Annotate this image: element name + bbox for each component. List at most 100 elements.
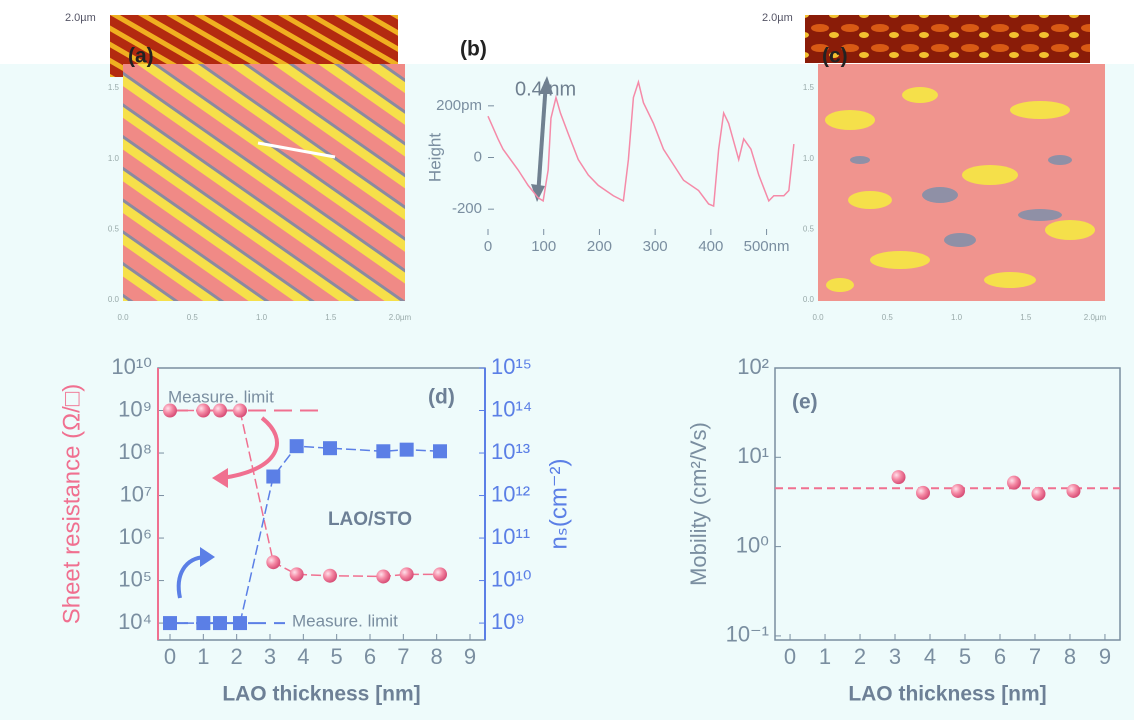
x-tick-label: 1 [819, 644, 831, 669]
x-axis-label: LAO thickness [nm] [222, 683, 420, 706]
x-tick-label: 4 [924, 644, 936, 669]
x-tick-label: 2 [231, 644, 243, 669]
marker [266, 555, 281, 570]
y-tick-label: 10⁶ [118, 524, 152, 549]
x-tick-label: 1.5 [1020, 313, 1032, 322]
x-tick-label: 6 [994, 644, 1006, 669]
marker [323, 568, 337, 583]
marker [196, 616, 211, 631]
y-tick-label: 1.5 [108, 83, 120, 92]
y-tick-label: 10⁰ [736, 532, 769, 557]
y-tick-label: 10⁷ [120, 481, 152, 506]
marker [289, 439, 304, 454]
y-tick-label: 10⁴ [118, 609, 152, 634]
y-tick-label: 1.0 [108, 154, 120, 163]
arrow-head [539, 76, 553, 94]
marker [376, 569, 391, 584]
x-tick-label: 1.0 [256, 313, 268, 322]
annotation: Measure. limit [168, 387, 274, 406]
y-tick-label: 1.0 [803, 154, 815, 163]
marker [196, 403, 211, 418]
series-line [170, 409, 440, 578]
y2-tick-label: 10¹² [491, 481, 530, 506]
y2-tick-label: 10¹⁴ [491, 396, 532, 421]
x-tick-label: 300 [643, 238, 668, 255]
marker [163, 403, 177, 418]
y2-tick-label: 10¹³ [491, 439, 530, 464]
x-tick-label: 200 [587, 238, 612, 255]
y-tick-label: 10⁸ [118, 439, 152, 464]
x-tick-label: 0 [784, 644, 796, 669]
x-tick-label: 2 [854, 644, 866, 669]
marker [891, 470, 906, 485]
x-tick-label: 400 [698, 238, 723, 255]
y-tick-label: 0.0 [803, 295, 815, 304]
marker [433, 567, 447, 582]
afm-strip [805, 15, 1090, 63]
arrow-head [212, 468, 228, 488]
x-tick-label: 6 [364, 644, 376, 669]
x-tick-label: 7 [1029, 644, 1041, 669]
marker [323, 441, 337, 456]
y-tick-label: 0.5 [803, 224, 815, 233]
y2-tick-label: 10¹⁰ [491, 566, 532, 591]
x-tick-label: 9 [1099, 644, 1111, 669]
x-tick-label: 0.0 [117, 313, 129, 322]
y-axis-label: Sheet resistance (Ω/□) [58, 384, 85, 625]
x-axis-label: LAO thickness [nm] [848, 683, 1046, 706]
afm-image [123, 64, 405, 301]
x-tick-label: 5 [959, 644, 971, 669]
marker [433, 444, 447, 459]
marker [399, 442, 414, 457]
y-tick-label: 10¹ [737, 443, 769, 468]
x-tick-label: 500nm [744, 238, 790, 255]
x-tick-label: 3 [264, 644, 276, 669]
x-tick-label: 9 [464, 644, 476, 669]
x-tick-label: 5 [331, 644, 343, 669]
marker [399, 567, 414, 582]
annotation: Measure. limit [292, 611, 398, 630]
panel-label: (e) [792, 391, 818, 414]
y-tick-label: 200pm [436, 97, 482, 114]
x-tick-label: 1.5 [325, 313, 337, 322]
x-tick-label: 7 [397, 644, 409, 669]
scale-label: 2.0µm [65, 12, 96, 24]
afm-features [825, 87, 1095, 292]
marker [289, 567, 304, 582]
marker [1031, 486, 1046, 501]
marker [233, 616, 247, 631]
arrow-head [200, 547, 215, 567]
y2-tick-label: 10⁹ [491, 609, 525, 634]
marker [213, 616, 227, 631]
afm-image [818, 64, 1105, 301]
y2-axis-label: nₛ(cm⁻²) [545, 459, 572, 550]
x-tick-label: 1 [197, 644, 209, 669]
y-tick-label: 10⁵ [118, 566, 152, 591]
x-tick-label: 0 [484, 238, 492, 255]
height-arrow [536, 81, 548, 197]
annotation: LAO/STO [328, 509, 412, 530]
marker [266, 469, 281, 484]
y-tick-label: 10² [737, 354, 769, 379]
y-tick-label: 1.5 [803, 83, 815, 92]
x-tick-label: 8 [1064, 644, 1076, 669]
marker [376, 444, 391, 459]
x-tick-label: 0 [164, 644, 176, 669]
y-tick-label: 0.5 [108, 224, 120, 233]
y-axis-label: Height [425, 133, 444, 182]
y-axis-label: Mobility (cm²/Vs) [686, 422, 711, 586]
x-tick-label: 1.0 [951, 313, 963, 322]
y2-tick-label: 10¹¹ [491, 524, 530, 549]
arrow-head [531, 184, 545, 202]
marker [916, 485, 931, 500]
x-tick-label: 8 [431, 644, 443, 669]
marker [1006, 475, 1021, 490]
x-tick-label: 3 [889, 644, 901, 669]
y-tick-label: 0.0 [108, 295, 120, 304]
x-tick-label: 4 [297, 644, 309, 669]
profile-line [257, 141, 336, 159]
annotation: 0.4 nm [515, 78, 576, 100]
x-tick-label: 0.5 [187, 313, 199, 322]
y-tick-label: 10⁹ [118, 396, 152, 421]
profile-line [487, 79, 795, 208]
